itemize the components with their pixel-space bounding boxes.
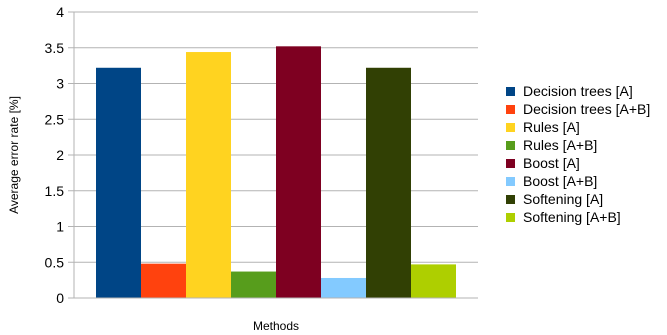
y-tick-label: 1.5	[45, 183, 65, 199]
bar	[186, 52, 231, 298]
legend-label: Softening [A]	[523, 191, 603, 207]
y-tick-label: 0	[56, 290, 64, 306]
y-tick-label: 2	[56, 147, 64, 163]
x-axis-title: Methods	[253, 319, 299, 333]
legend-label: Softening [A+B]	[523, 209, 621, 225]
legend-swatch	[506, 159, 515, 168]
legend: Decision trees [A] Decision trees [A+B] Ru…	[506, 83, 650, 225]
bar	[141, 263, 186, 298]
y-tick-label: 1	[56, 219, 64, 235]
legend-swatch	[506, 195, 515, 204]
legend-swatch	[506, 213, 515, 222]
y-tick-label: 0.5	[45, 254, 65, 270]
bars	[96, 46, 456, 299]
legend-label: Decision trees [A]	[523, 83, 633, 99]
legend-label: Rules [A+B]	[523, 137, 597, 153]
bar	[231, 271, 276, 298]
bar	[96, 67, 141, 299]
legend-swatch	[506, 123, 515, 132]
y-tick-label: 3.5	[45, 40, 65, 56]
y-axis-title: Average error rate [%]	[7, 96, 21, 214]
y-tick-labels: 0 0.5 1 1.5 2 2.5 3 3.5 4	[45, 4, 65, 306]
legend-label: Rules [A]	[523, 119, 580, 135]
y-tick-label: 4	[56, 4, 64, 20]
bar	[366, 67, 411, 299]
bar	[276, 46, 321, 298]
y-tick-label: 3	[56, 76, 64, 92]
legend-swatch	[506, 141, 515, 150]
bar	[411, 264, 456, 298]
legend-label: Boost [A]	[523, 155, 580, 171]
legend-swatch	[506, 177, 515, 186]
bar	[321, 277, 366, 298]
legend-label: Decision trees [A+B]	[523, 101, 650, 117]
legend-label: Boost [A+B]	[523, 173, 597, 189]
legend-swatch	[506, 105, 515, 114]
y-tick-label: 2.5	[45, 111, 65, 127]
legend-swatch	[506, 87, 515, 96]
axes: 0 0.5 1 1.5 2 2.5 3 3.5 4	[45, 4, 478, 306]
